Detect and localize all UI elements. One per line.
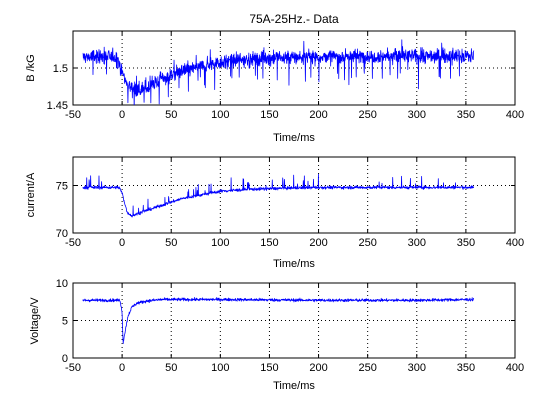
x-tick-label: 400 [506,237,524,249]
y-tick-label: 1.5 [53,63,68,75]
x-tick-label: 250 [358,237,376,249]
y-tick-label: 1.45 [47,100,68,112]
y-tick-label: 0 [62,353,68,365]
x-tick-label: 400 [506,109,524,121]
y-axis-label-current: current/A [25,172,37,217]
x-tick-label: 300 [408,237,426,249]
x-axis-label-current: Time/ms [273,258,315,270]
x-tick-label: 200 [309,109,327,121]
series-line-current [82,173,475,218]
x-axis-label-b-field: Time/ms [273,132,315,144]
x-tick-label: 50 [165,362,177,374]
x-tick-label: 0 [119,237,125,249]
y-axis-label-b-field: B /kG [25,54,37,82]
x-tick-label: -50 [65,362,81,374]
x-tick-label: 150 [260,362,278,374]
x-tick-label: 350 [457,109,475,121]
plot-area-current: -50 0 50 100 150 200 250 300 350 400 70 75 [56,156,524,249]
x-tick-label: 100 [211,362,229,374]
x-tick-label: 0 [119,109,125,121]
x-axis-label-voltage: Time/ms [273,380,315,392]
y-axis-label-voltage: Voltage/V [29,297,41,345]
x-tick-label: 100 [211,237,229,249]
axes-box-current [72,156,516,234]
x-tick-label: 50 [165,237,177,249]
series-line-b-field [82,39,475,105]
x-tick-label: 400 [506,362,524,374]
x-tick-label: 200 [309,362,327,374]
chart-title: 75A-25Hz.- Data [249,12,339,26]
x-tick-label: 150 [260,237,278,249]
x-tick-label: 300 [408,109,426,121]
subplot-b-field: 75A-25Hz.- Data -50 0 50 100 150 200 250 300 350… [25,12,524,144]
plot-area-b-field: -50 0 50 100 150 200 250 300 350 400 1.45 1.5 [47,30,524,121]
series-line-voltage [82,296,475,345]
x-tick-label: 250 [358,109,376,121]
x-tick-label: 200 [309,237,327,249]
x-tick-label: 300 [408,362,426,374]
y-tick-label: 75 [56,181,68,193]
x-tick-label: 50 [165,109,177,121]
x-tick-label: 150 [260,109,278,121]
x-tick-label: -50 [65,237,81,249]
x-tick-label: 250 [358,362,376,374]
x-tick-label: 350 [457,362,475,374]
x-tick-label: 0 [119,362,125,374]
y-tick-label: 70 [56,228,68,240]
x-tick-label: 350 [457,237,475,249]
y-tick-label: 5 [62,316,68,328]
y-tick-label: 10 [56,278,68,290]
x-tick-label: -50 [65,109,81,121]
x-tick-label: 100 [211,109,229,121]
